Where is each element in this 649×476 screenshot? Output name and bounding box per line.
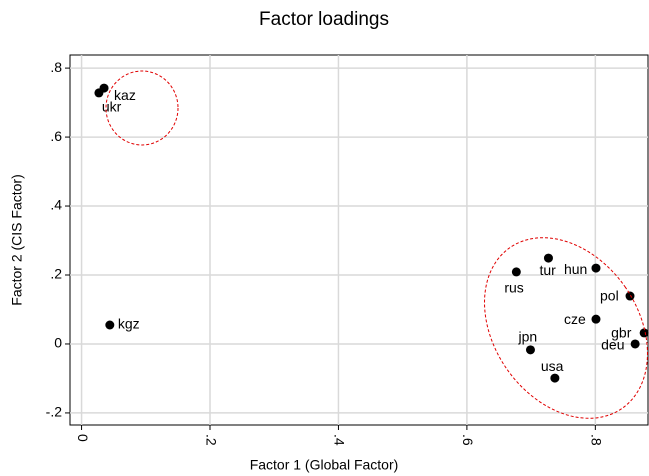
y-tick-label: -.2 — [46, 404, 63, 420]
x-tick-label: .6 — [460, 434, 476, 446]
x-axis-title: Factor 1 (Global Factor) — [250, 457, 399, 473]
point-label: deu — [601, 337, 624, 353]
point — [591, 314, 601, 324]
point-label: jpn — [517, 329, 537, 345]
point — [511, 267, 521, 277]
x-tick-label: .4 — [332, 434, 348, 446]
y-tick-label: .4 — [50, 197, 62, 213]
point-label: usa — [541, 358, 564, 374]
cluster-outline — [484, 237, 648, 419]
y-tick-label: .8 — [50, 59, 62, 75]
chart-title: Factor loadings — [259, 9, 389, 30]
point — [639, 328, 649, 338]
y-tick-label: 0 — [54, 335, 62, 351]
y-tick-label: .6 — [50, 128, 62, 144]
point — [550, 373, 560, 383]
point — [525, 345, 535, 355]
point-label: ukr — [102, 99, 122, 115]
point-label: hun — [564, 261, 587, 277]
point-label: cze — [564, 311, 586, 327]
y-tick-label: .2 — [50, 266, 62, 282]
point-label: pol — [600, 288, 619, 304]
point-label: gbr — [611, 325, 632, 341]
point-label: kaz — [114, 87, 136, 103]
point — [625, 291, 635, 301]
y-axis-title: Factor 2 (CIS Factor) — [9, 174, 25, 305]
point — [630, 339, 640, 349]
point — [105, 320, 115, 330]
point — [543, 253, 553, 263]
point — [99, 83, 109, 93]
cluster-outline — [105, 70, 179, 146]
point — [591, 263, 601, 273]
point-label: rus — [504, 280, 523, 296]
x-tick-label: .8 — [589, 434, 605, 446]
plot-area — [69, 54, 649, 426]
point-label: tur — [539, 262, 556, 278]
point-label: kgz — [118, 316, 140, 332]
x-tick-label: .2 — [203, 434, 219, 446]
x-tick-label: 0 — [75, 434, 91, 442]
